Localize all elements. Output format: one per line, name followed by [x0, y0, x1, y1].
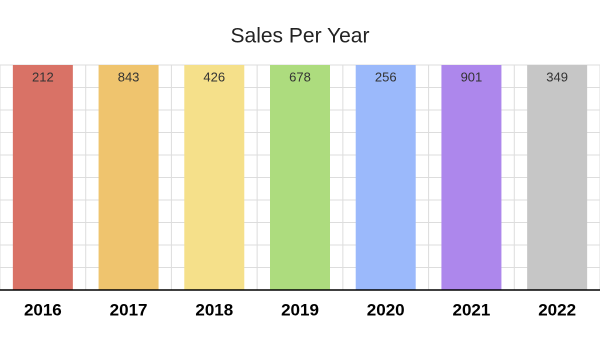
x-tick-label: 2021	[453, 300, 491, 319]
bar	[355, 65, 416, 290]
value-label: 843	[118, 69, 140, 84]
x-tick-label: 2017	[110, 300, 148, 319]
value-label: 212	[32, 69, 54, 84]
x-tick-label: 2022	[538, 300, 576, 319]
bar	[441, 65, 502, 290]
chart-title: Sales Per Year	[231, 25, 370, 48]
bar	[527, 65, 588, 290]
value-label: 349	[546, 69, 568, 84]
bars	[12, 65, 588, 290]
bar	[184, 65, 245, 290]
value-label: 256	[375, 69, 397, 84]
x-tick-label: 2018	[195, 300, 233, 319]
value-label: 901	[461, 69, 483, 84]
x-tick-label: 2020	[367, 300, 405, 319]
value-label: 678	[289, 69, 311, 84]
bar	[12, 65, 73, 290]
x-tick-label: 2016	[24, 300, 62, 319]
x-tick-label: 2019	[281, 300, 319, 319]
bar	[270, 65, 330, 290]
value-label: 426	[203, 69, 225, 84]
bar	[98, 65, 159, 290]
